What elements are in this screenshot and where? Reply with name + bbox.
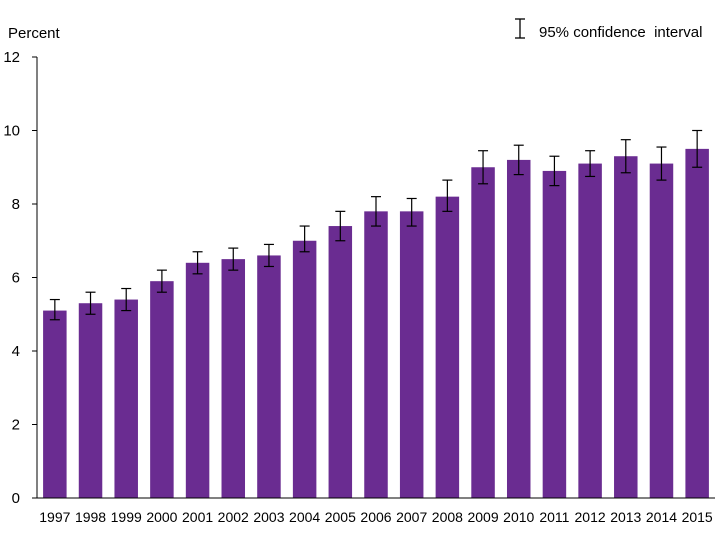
x-tick-label: 1997 [39, 509, 70, 525]
bar-2000 [150, 281, 174, 498]
error-bar-2004 [299, 225, 310, 253]
bar-1997 [43, 310, 67, 498]
error-bar-2000 [156, 269, 167, 293]
x-tick-label: 2012 [575, 509, 606, 525]
bar-2003 [257, 255, 281, 498]
x-tick-label: 2011 [539, 509, 569, 525]
error-bar-2001 [192, 251, 203, 275]
error-bar-2011 [549, 155, 560, 187]
error-bar-2015 [692, 129, 703, 168]
bar-2014 [649, 163, 674, 498]
x-tick-label: 2009 [467, 509, 498, 525]
bar-2005 [328, 226, 353, 499]
bar-2010 [506, 159, 531, 498]
x-axis-labels: 1997 1998 1999 2000 2001 2002 2003 2004 2005 2006… [39, 509, 713, 525]
legend-label: 95% confidence interval [539, 24, 702, 41]
bars [43, 148, 709, 499]
error-bar-2008 [442, 179, 453, 212]
bar-2008 [435, 196, 460, 498]
error-bar-2010 [513, 144, 524, 176]
y-tick-label: 0 [12, 490, 20, 507]
bar-2007 [399, 211, 424, 498]
x-tick-label: 1998 [75, 509, 106, 525]
x-tick-label: 2000 [146, 509, 177, 525]
bar-1999 [114, 299, 138, 498]
error-bar-2002 [228, 247, 239, 271]
x-tick-label: 1999 [111, 509, 142, 525]
bar-2011 [542, 170, 567, 499]
y-tick-label: 4 [12, 343, 20, 360]
y-axis-title: Percent [8, 25, 61, 42]
error-bar-2012 [585, 150, 596, 178]
bar-2002 [221, 259, 246, 498]
bar-2001 [185, 262, 210, 498]
x-tick-label: 2014 [646, 509, 677, 525]
y-tick-label: 6 [12, 270, 20, 287]
y-tick-label: 2 [12, 417, 20, 434]
bar-2012 [578, 163, 602, 498]
bar-2015 [685, 148, 709, 498]
error-bar-1999 [121, 287, 132, 312]
x-tick-label: 2004 [289, 509, 320, 525]
x-tick-label: 2007 [396, 509, 427, 525]
bar-2006 [364, 211, 388, 498]
x-tick-label: 2010 [503, 509, 534, 525]
error-bar-2009 [478, 150, 489, 185]
x-tick-label: 2015 [682, 509, 713, 525]
x-tick-label: 2013 [610, 509, 641, 525]
y-tick-label: 12 [3, 49, 20, 66]
error-bar-2014 [656, 146, 667, 181]
error-bars [49, 129, 703, 321]
x-tick-label: 2003 [253, 509, 284, 525]
error-bar-2007 [406, 197, 417, 227]
y-axis-ticks: 0 2 4 6 8 10 12 [3, 49, 37, 507]
legend: 95% confidence interval [515, 18, 702, 41]
x-tick-label: 2008 [432, 509, 463, 525]
bar-2009 [471, 167, 495, 498]
x-tick-label: 2006 [360, 509, 391, 525]
error-bar-1998 [85, 291, 96, 315]
error-bar-1997 [49, 298, 60, 321]
bar-2004 [292, 240, 317, 498]
x-tick-label: 2001 [182, 509, 213, 525]
error-bar-2005 [335, 210, 346, 242]
y-tick-label: 10 [3, 123, 20, 140]
bar-1998 [78, 303, 103, 498]
x-tick-label: 2002 [218, 509, 249, 525]
error-bar-2013 [620, 139, 631, 174]
error-bar-2003 [263, 243, 274, 268]
bar-2013 [614, 156, 638, 498]
x-tick-label: 2005 [325, 509, 356, 525]
y-tick-label: 8 [12, 196, 20, 213]
error-bar-2006 [371, 196, 381, 227]
